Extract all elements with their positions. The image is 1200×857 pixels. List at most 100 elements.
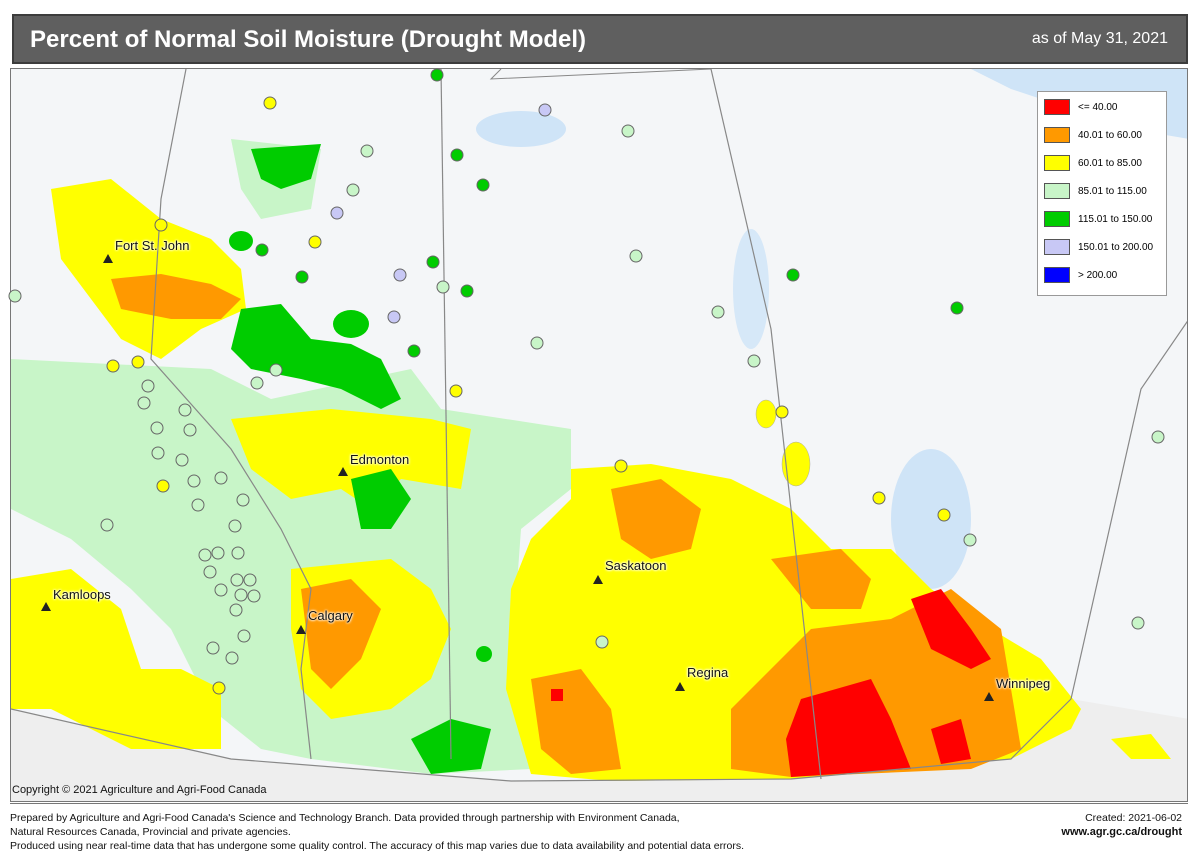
footer-meta: Created: 2021-06-02 www.agr.gc.ca/drough… — [1061, 811, 1182, 839]
station-dot — [963, 533, 977, 547]
station-dot — [950, 301, 964, 315]
station-dot — [228, 519, 242, 533]
zone-wet-spot-2 — [229, 231, 253, 251]
city-label-regina: Regina — [687, 665, 729, 680]
zone-dry-central-ab — [231, 409, 471, 509]
zone-wet-north-bc — [251, 144, 321, 189]
lake-athabasca — [476, 111, 566, 147]
zone-dry-blob-3 — [1111, 734, 1171, 759]
zone-extreme-interlake — [911, 589, 991, 669]
map-canvas[interactable] — [10, 68, 1188, 802]
legend-swatch — [1044, 239, 1070, 255]
zone-very-dry-sask-north — [611, 479, 701, 559]
drought-url-link[interactable]: www.agr.gc.ca/drought — [1061, 826, 1182, 838]
city-marker-icon — [41, 602, 51, 611]
station-dot — [131, 355, 145, 369]
zone-very-dry-calgary — [301, 579, 381, 689]
station-dot — [8, 289, 22, 303]
station-dot — [269, 363, 283, 377]
border-sk-mb — [710, 69, 822, 780]
map-legend: <= 40.00 40.01 to 60.00 60.01 to 85.00 8… — [1037, 91, 1167, 296]
station-dot — [151, 446, 165, 460]
station-dot — [187, 474, 201, 488]
station-dot — [203, 565, 217, 579]
legend-swatch — [1044, 99, 1070, 115]
lake-winnipeg — [891, 449, 971, 589]
legend-item: 85.01 to 115.00 — [1044, 182, 1147, 200]
station-dot — [100, 518, 114, 532]
legend-label: 85.01 to 115.00 — [1078, 185, 1147, 197]
legend-item: <= 40.00 — [1044, 98, 1117, 116]
station-dot — [407, 344, 421, 358]
zone-dry-bc — [11, 569, 221, 749]
zone-very-dry-peace — [111, 274, 241, 319]
legend-label: 40.01 to 60.00 — [1078, 129, 1142, 141]
city-marker-icon — [103, 254, 113, 263]
legend-item: 60.01 to 85.00 — [1044, 154, 1142, 172]
footer-line-1: Prepared by Agriculture and Agri-Food Ca… — [10, 812, 680, 824]
station-dot — [255, 243, 269, 257]
legend-item: 40.01 to 60.00 — [1044, 126, 1142, 144]
map-svg — [11, 69, 1187, 801]
city-marker-icon — [296, 625, 306, 634]
legend-item: 150.01 to 200.00 — [1044, 238, 1153, 256]
zone-wet-patch — [333, 310, 369, 338]
station-dot — [937, 508, 951, 522]
footer-line-3: Produced using near real-time data that … — [10, 840, 745, 852]
zone-dry-blob-2 — [781, 441, 811, 487]
zone-very-dry-east-sask — [771, 549, 871, 609]
station-dot — [786, 268, 800, 282]
city-label-winnipeg: Winnipeg — [996, 676, 1051, 691]
zone-wet-north-ab — [231, 304, 401, 409]
zone-extreme-sw-mb — [931, 719, 971, 764]
footer-line-2: Natural Resources Canada, Provincial and… — [10, 826, 291, 838]
station-dot — [295, 270, 309, 284]
station-dot — [747, 354, 761, 368]
legend-label: <= 40.00 — [1078, 101, 1118, 113]
station-dot — [137, 396, 151, 410]
station-dot — [263, 96, 277, 110]
station-dot — [1131, 616, 1145, 630]
border-us — [11, 698, 1072, 782]
city-label-saskatoon: Saskatoon — [605, 558, 667, 573]
station-dot — [150, 421, 164, 435]
border-mb-on — [1070, 320, 1187, 700]
legend-item: 115.01 to 150.00 — [1044, 210, 1152, 228]
station-dot — [243, 573, 257, 587]
footer-divider — [10, 803, 1188, 804]
city-label-edmonton: Edmonton — [350, 452, 410, 467]
city-label-kamloops: Kamloops — [53, 587, 111, 602]
station-dot — [231, 546, 245, 560]
city-label-calgary: Calgary — [308, 608, 353, 623]
city-marker-icon — [338, 467, 348, 476]
zone-wet-spot — [476, 646, 492, 662]
station-dot — [460, 284, 474, 298]
copyright-text: Copyright © 2021 Agriculture and Agri-Fo… — [12, 784, 267, 796]
legend-swatch — [1044, 211, 1070, 227]
zone-wet-edmonton — [351, 469, 411, 529]
station-dot — [191, 498, 205, 512]
map-title: Percent of Normal Soil Moisture (Drought… — [30, 26, 587, 53]
station-dot — [629, 249, 643, 263]
station-dot — [430, 68, 444, 82]
station-dot — [178, 403, 192, 417]
station-dot — [141, 379, 155, 393]
station-dot — [211, 546, 225, 560]
station-dot — [308, 235, 322, 249]
title-bar: Percent of Normal Soil Moisture (Drought… — [12, 14, 1188, 64]
legend-swatch — [1044, 155, 1070, 171]
border-nwt — [489, 69, 712, 80]
created-date: Created: 2021-06-02 — [1085, 812, 1182, 824]
station-dot — [387, 310, 401, 324]
station-dot — [476, 178, 490, 192]
station-dot — [426, 255, 440, 269]
station-dot — [236, 493, 250, 507]
station-dot — [183, 423, 197, 437]
station-dot — [156, 479, 170, 493]
station-dot — [346, 183, 360, 197]
legend-swatch — [1044, 267, 1070, 283]
station-dot — [198, 548, 212, 562]
reindeer-lake — [733, 229, 769, 349]
station-dot — [711, 305, 725, 319]
